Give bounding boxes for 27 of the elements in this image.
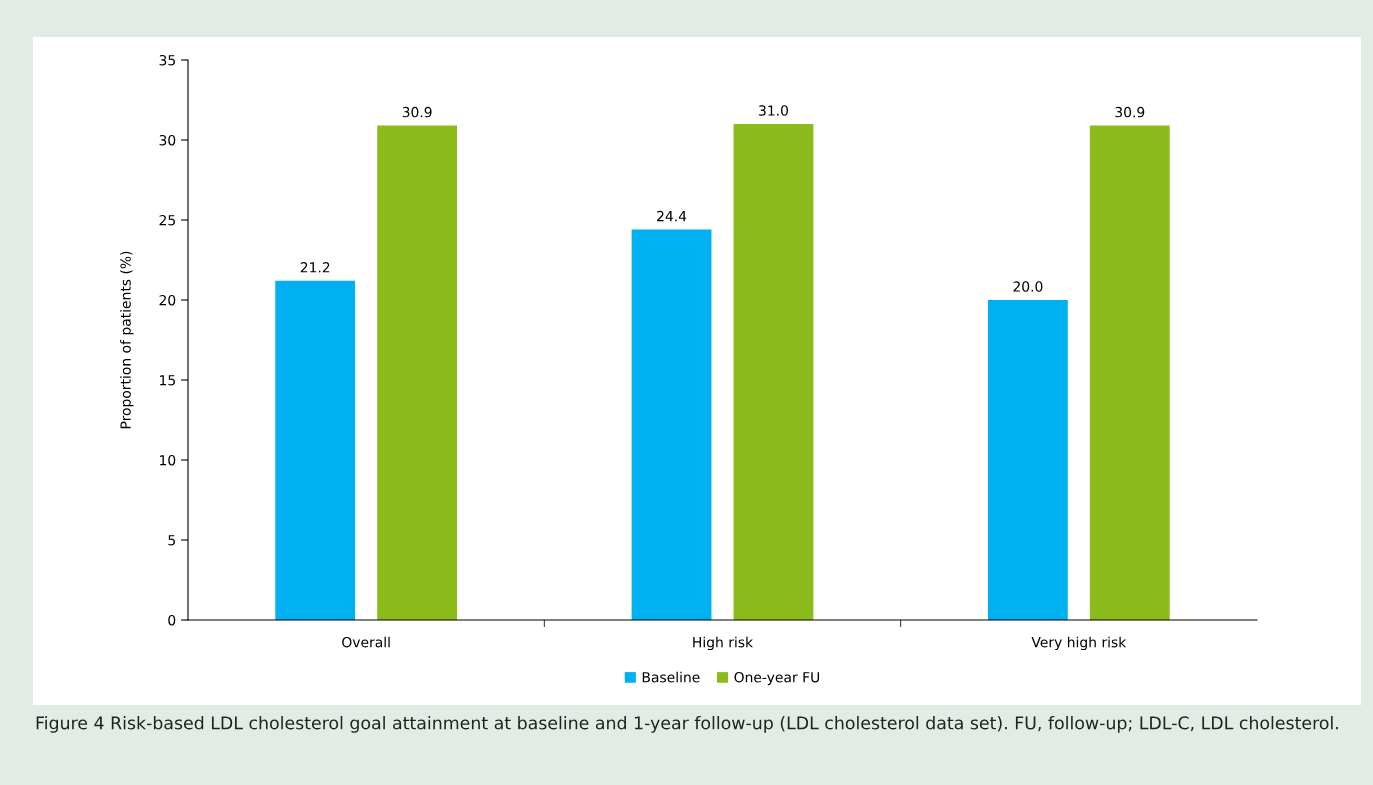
- y-tick-label: 20: [159, 294, 176, 306]
- y-tick-label: 25: [159, 214, 175, 226]
- y-tick-label: 30: [159, 134, 176, 146]
- data-label: 24.4: [657, 210, 687, 222]
- bar: [1089, 125, 1170, 620]
- x-tick-label: Overall: [342, 636, 390, 648]
- bar: [377, 125, 458, 620]
- legend-label: Baseline: [642, 671, 700, 683]
- bar: [631, 229, 712, 620]
- data-label: 31.0: [759, 105, 788, 116]
- y-tick-label: 10: [160, 454, 176, 466]
- y-tick-label: 0: [168, 614, 176, 626]
- data-label: 20.0: [1013, 281, 1043, 292]
- y-axis-title: Proportion of patients (%): [120, 251, 134, 429]
- x-tick-label: High risk: [693, 636, 754, 651]
- y-tick-label: 15: [160, 375, 175, 386]
- y-tick-label: 5: [168, 535, 175, 546]
- data-label: 21.2: [300, 262, 330, 273]
- caption: Figure 4 Risk-based LDL cholesterol goal attainment at baseline and 1-year follow-up (LDL cholesterol data set). FU, follow-up; LDL-C, LDL cholesterol.: [36, 716, 1338, 733]
- y-tick-label: 35: [159, 54, 175, 66]
- bar: [275, 280, 356, 620]
- bar: [987, 300, 1068, 620]
- data-label: 30.9: [402, 106, 432, 118]
- data-label: 30.9: [1115, 106, 1145, 118]
- x-tick-label: Very high risk: [1031, 636, 1127, 651]
- bar: [733, 124, 814, 620]
- legend-label: One-year FU: [734, 671, 820, 686]
